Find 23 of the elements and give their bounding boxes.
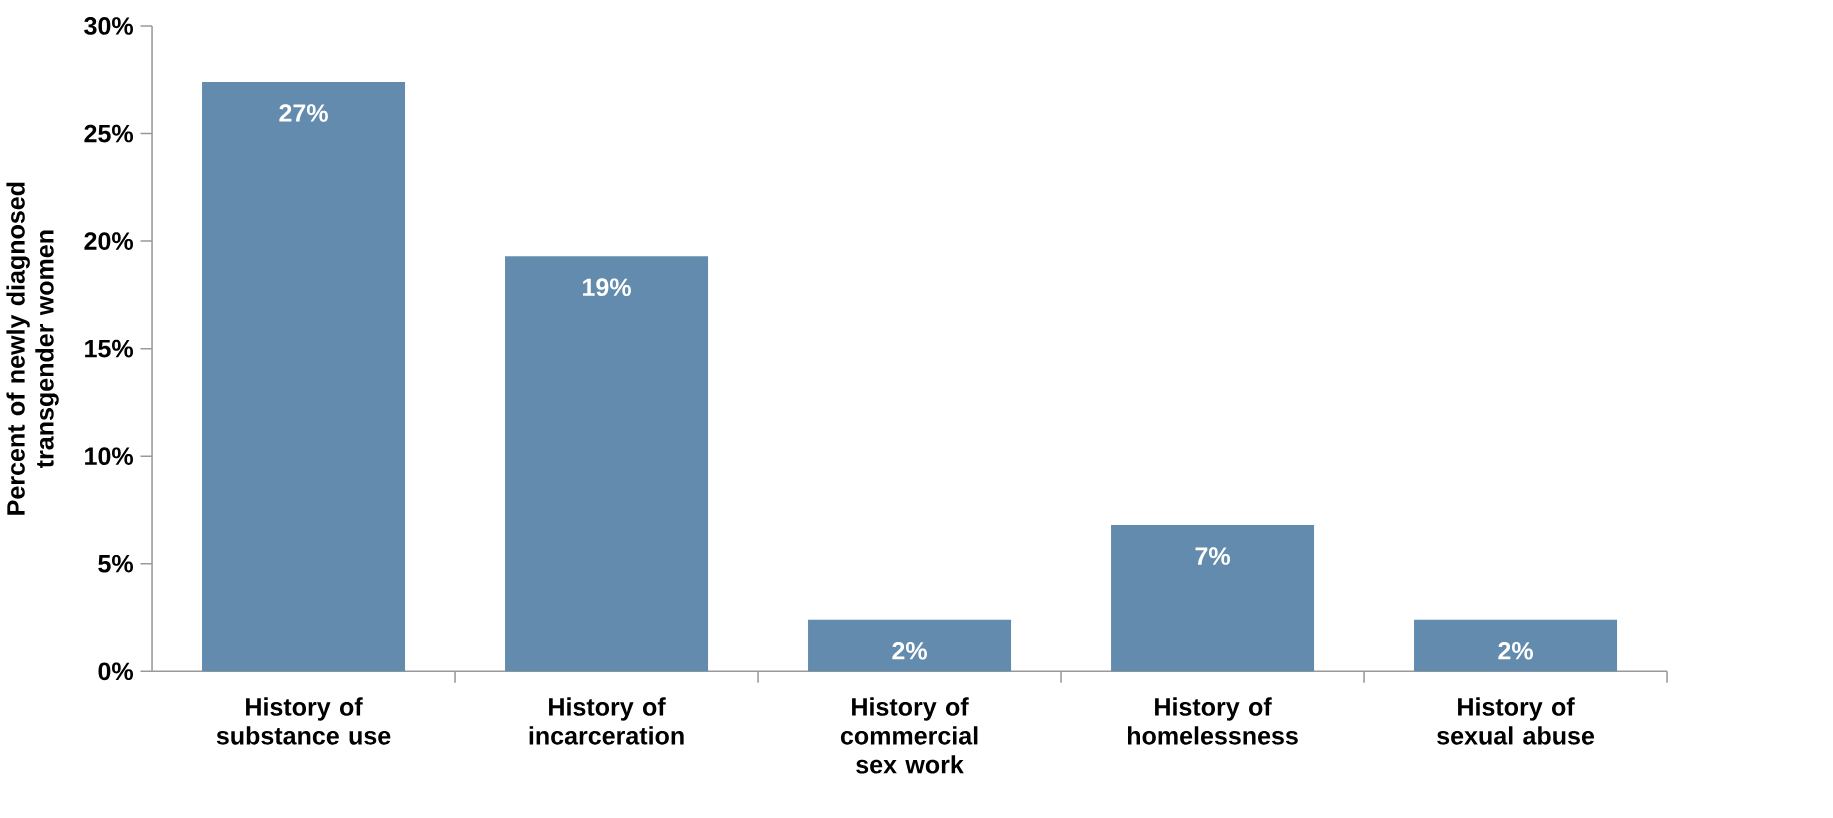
bar [1414,619,1618,672]
y-tick-label: 10% [85,447,133,466]
x-tick-label: History of sexual abuse [1437,697,1595,745]
y-tick-label: 15% [85,339,133,358]
y-axis-title: Percent of newly diagnosed transgender women [6,182,59,515]
data-label: 7% [1195,547,1230,565]
y-tick-label: 0% [98,662,134,681]
x-tick-label: History of substance use [216,697,391,745]
data-label: 2% [892,642,927,660]
y-tick-label: 5% [98,555,134,573]
bar [505,256,709,672]
x-tick-label: History of incarceration [529,697,684,745]
data-label: 19% [583,278,631,297]
data-label: 27% [279,104,328,122]
bar [1111,525,1315,672]
x-tick-label: History of commercial sex work [840,697,978,774]
x-tick-label: History of homelessness [1128,697,1298,745]
data-label: 2% [1498,642,1533,660]
y-tick-label: 25% [84,124,133,143]
bar [808,619,1012,672]
bar [202,82,406,672]
y-tick-label: 30% [84,17,133,36]
y-tick-label: 20% [84,232,133,251]
